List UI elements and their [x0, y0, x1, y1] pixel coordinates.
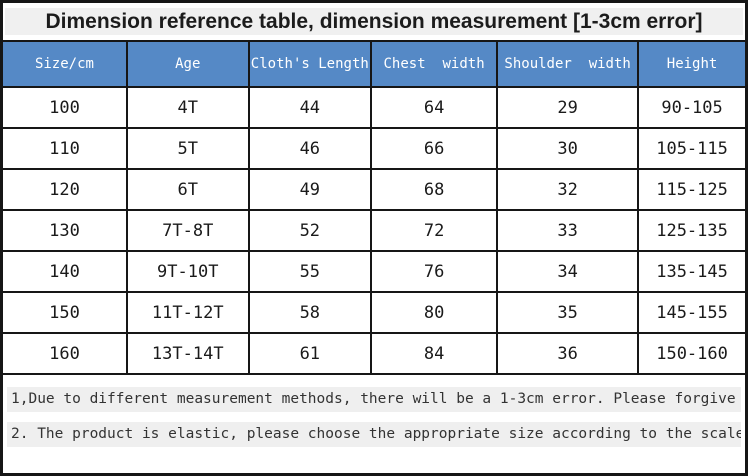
table-cell: 160 — [3, 332, 128, 375]
table-cell: 52 — [247, 209, 373, 252]
table-cell: 7T-8T — [125, 209, 250, 252]
page-title: Dimension reference table, dimension mea… — [5, 8, 743, 35]
column-header-chest: Chest width — [370, 40, 499, 88]
title-row: Dimension reference table, dimension mea… — [3, 3, 745, 40]
table-cell: 64 — [370, 86, 499, 129]
column-header-age: Age — [125, 40, 250, 88]
table-row: 110 5T 46 66 30 105-115 — [3, 127, 745, 170]
table-cell: 140 — [3, 250, 128, 293]
table-row: 150 11T-12T 58 80 35 145-155 — [3, 291, 745, 334]
table-cell: 110 — [3, 127, 128, 170]
column-header-shoulder: Shoulder width — [496, 40, 640, 88]
table-cell: 4T — [125, 86, 250, 129]
table-cell: 6T — [125, 168, 250, 211]
table-row: 100 4T 44 64 29 90-105 — [3, 86, 745, 129]
table-cell: 84 — [370, 332, 499, 375]
table-cell: 72 — [370, 209, 499, 252]
table-cell: 30 — [496, 127, 640, 170]
size-table: Size/cm Age Cloth's Length Chest width S… — [3, 40, 745, 375]
footnote-elastic: 2. The product is elastic, please choose… — [7, 422, 741, 447]
table-cell: 150-160 — [637, 332, 745, 375]
table-row: 130 7T-8T 52 72 33 125-135 — [3, 209, 745, 252]
table-cell: 61 — [247, 332, 373, 375]
table-cell: 115-125 — [637, 168, 745, 211]
table-cell: 13T-14T — [125, 332, 250, 375]
table-cell: 105-115 — [637, 127, 745, 170]
table-cell: 76 — [370, 250, 499, 293]
footnotes: 1,Due to different measurement methods, … — [3, 375, 745, 459]
column-header-height: Height — [637, 40, 745, 88]
table-row: 140 9T-10T 55 76 34 135-145 — [3, 250, 745, 293]
table-cell: 5T — [125, 127, 250, 170]
table-cell: 35 — [496, 291, 640, 334]
table-header-row: Size/cm Age Cloth's Length Chest width S… — [3, 40, 745, 88]
table-cell: 90-105 — [637, 86, 745, 129]
table-cell: 33 — [496, 209, 640, 252]
table-cell: 11T-12T — [125, 291, 250, 334]
table-cell: 125-135 — [637, 209, 745, 252]
table-cell: 32 — [496, 168, 640, 211]
table-cell: 66 — [370, 127, 499, 170]
table-row: 160 13T-14T 61 84 36 150-160 — [3, 332, 745, 375]
table-cell: 120 — [3, 168, 128, 211]
table-cell: 34 — [496, 250, 640, 293]
table-cell: 100 — [3, 86, 128, 129]
table-cell: 68 — [370, 168, 499, 211]
column-header-length: Cloth's Length — [247, 40, 373, 88]
table-cell: 29 — [496, 86, 640, 129]
table-cell: 44 — [247, 86, 373, 129]
table-cell: 130 — [3, 209, 128, 252]
table-cell: 46 — [247, 127, 373, 170]
table-cell: 36 — [496, 332, 640, 375]
table-cell: 58 — [247, 291, 373, 334]
table-cell: 55 — [247, 250, 373, 293]
table-cell: 150 — [3, 291, 128, 334]
table-cell: 80 — [370, 291, 499, 334]
table-cell: 145-155 — [637, 291, 745, 334]
table-row: 120 6T 49 68 32 115-125 — [3, 168, 745, 211]
column-header-size: Size/cm — [3, 40, 128, 88]
table-cell: 9T-10T — [125, 250, 250, 293]
footnote-measurement-error: 1,Due to different measurement methods, … — [7, 387, 741, 412]
table-cell: 135-145 — [637, 250, 745, 293]
table-cell: 49 — [247, 168, 373, 211]
